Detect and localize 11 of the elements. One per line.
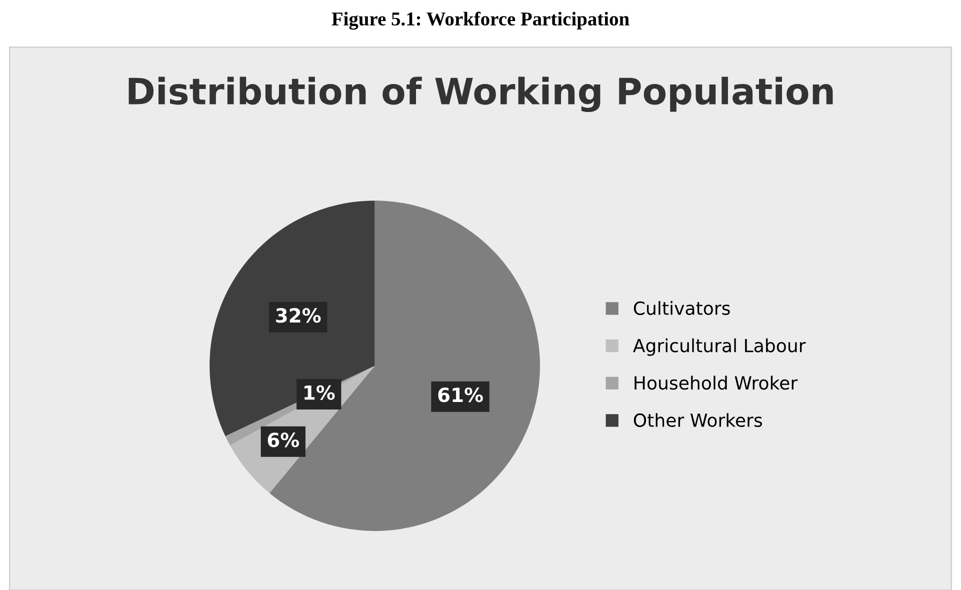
legend-label: Household Wroker [634, 376, 798, 390]
data-label: 6% [268, 432, 300, 448]
pie-slice [269, 200, 540, 531]
chart-title: Distribution of Working Population [128, 76, 833, 112]
legend-label: Other Workers [634, 413, 762, 428]
legend-label: Cultivators [634, 301, 730, 316]
caption: Figure 5.1: Workforce Participation [332, 12, 630, 30]
data-label: 1% [304, 385, 335, 400]
data-label: 32% [276, 308, 321, 323]
legend-label: Agricultural Labour [633, 338, 806, 356]
data-label: 61% [438, 388, 483, 402]
